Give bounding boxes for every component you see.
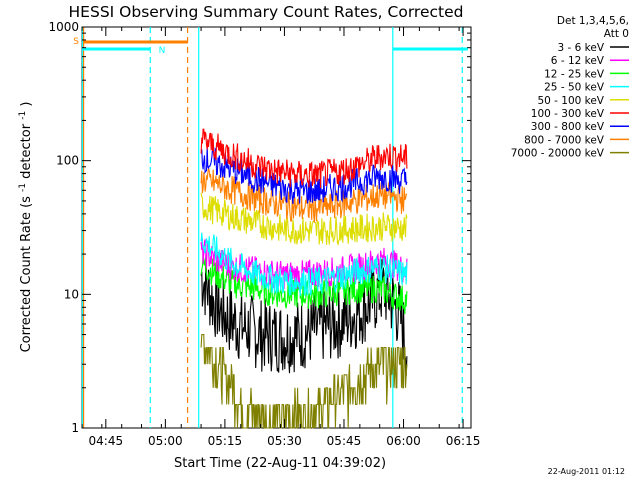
series-line: [200, 334, 408, 429]
legend-entry-label: 6 - 12 keV: [551, 55, 605, 67]
timestamp-stamp: 22-Aug-2011 01:12: [548, 467, 625, 476]
legend-entry-label: 12 - 25 keV: [544, 68, 605, 80]
y-axis-label: Corrected Count Rate (s -1 detector -1 ): [14, 102, 34, 353]
x-tick-label: 04:45: [89, 434, 124, 448]
y-axis-label-mid: detector: [19, 123, 34, 179]
night-flag-label: N: [159, 46, 166, 56]
series-layer: [200, 128, 408, 429]
x-tick-label: 06:15: [446, 434, 481, 448]
legend-header-line2: Att 0: [604, 28, 629, 40]
saa-flag-label: S: [73, 37, 79, 47]
y-tick-label: 1000: [48, 20, 79, 34]
y-axis-label-end: ): [19, 102, 34, 107]
legend-entry-label: 300 - 800 keV: [531, 121, 605, 133]
legend-entry-label: 800 - 7000 keV: [524, 134, 605, 146]
x-tick-label: 06:00: [386, 434, 421, 448]
series-line: [200, 128, 408, 188]
x-axis-label: Start Time (22-Aug-11 04:39:02): [174, 456, 386, 471]
legend-header-line1: Det 1,3,4,5,6,: [557, 15, 629, 27]
legend-entry-label: 50 - 100 keV: [537, 95, 604, 107]
legend-entry-label: 3 - 6 keV: [557, 42, 604, 54]
y-axis-label-sup1: -1: [18, 183, 28, 192]
y-tick-label: 1: [71, 421, 79, 435]
y-ticks: 1 10 100 1000: [48, 20, 471, 435]
x-tick-label: 05:00: [148, 434, 183, 448]
y-tick-label: 10: [64, 287, 79, 301]
x-tick-label: 05:30: [267, 434, 302, 448]
legend-entry-label: 100 - 300 keV: [531, 108, 605, 120]
x-ticks: 04:45 05:00 05:15 05:30 05:45 06:00 06:15: [81, 27, 481, 448]
y-tick-label: 100: [56, 154, 79, 168]
legend-entry-label: 25 - 50 keV: [544, 82, 605, 94]
plot-frame: [81, 26, 472, 429]
series-line: [200, 232, 408, 297]
x-tick-label: 05:45: [327, 434, 362, 448]
chart-title: HESSI Observing Summary Count Rates, Cor…: [69, 3, 464, 21]
series-line: [200, 192, 408, 247]
series-line: [200, 145, 408, 205]
series-line: [200, 253, 408, 314]
x-tick-label: 05:15: [208, 434, 243, 448]
y-axis-label-main: Corrected Count Rate (s: [19, 196, 34, 353]
y-axis-label-sup2: -1: [18, 111, 28, 120]
legend-entry-label: 7000 - 20000 keV: [511, 148, 605, 160]
